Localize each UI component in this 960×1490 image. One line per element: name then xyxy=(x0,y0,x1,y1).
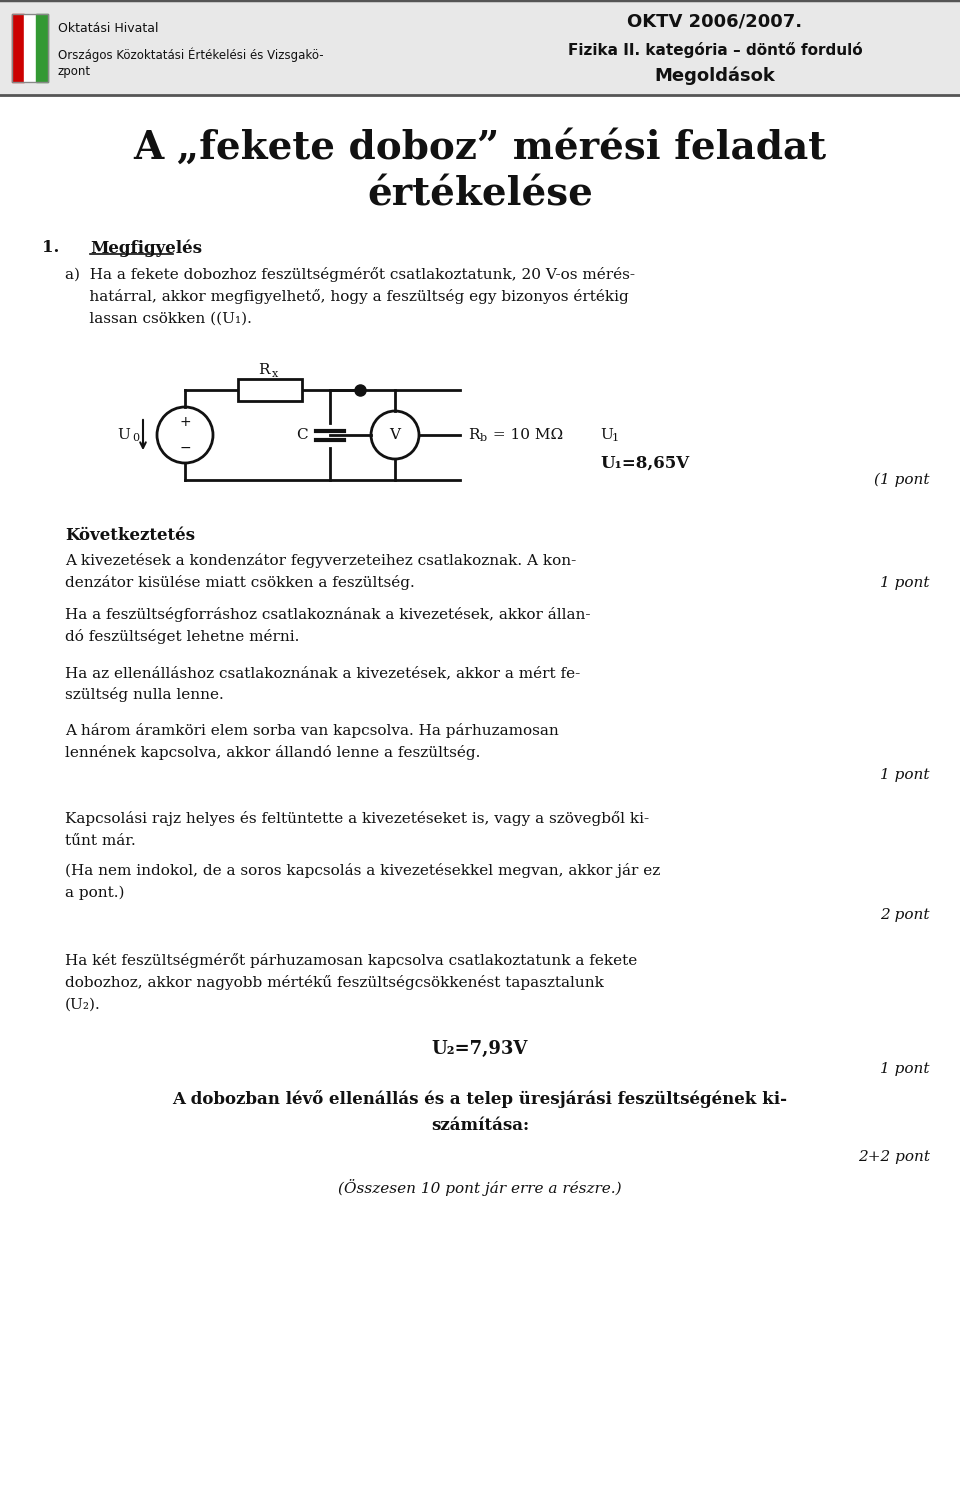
Text: R: R xyxy=(258,364,270,377)
Text: zpont: zpont xyxy=(58,66,91,79)
Text: dó feszültséget lehetne mérni.: dó feszültséget lehetne mérni. xyxy=(65,629,300,645)
Text: (1 pont: (1 pont xyxy=(875,472,930,487)
Text: Következtetés: Következtetés xyxy=(65,526,195,544)
Text: (Összesen 10 pont jár erre a részre.): (Összesen 10 pont jár erre a részre.) xyxy=(338,1179,622,1195)
Text: Országos Közoktatási Értékelési és Vizsgakö-: Országos Közoktatási Értékelési és Vizsg… xyxy=(58,48,324,63)
Text: 1: 1 xyxy=(612,434,619,443)
Text: a pont.): a pont.) xyxy=(65,885,125,900)
Text: R: R xyxy=(468,428,479,443)
Text: A dobozban lévő ellenállás és a telep üresjárási feszültségének ki-: A dobozban lévő ellenállás és a telep ür… xyxy=(173,1091,787,1109)
Text: U: U xyxy=(117,428,130,443)
Text: b: b xyxy=(480,434,487,443)
Text: 2+2 pont: 2+2 pont xyxy=(858,1150,930,1164)
Bar xyxy=(0,0,960,95)
Text: Ha a feszültségforráshoz csatlakoznának a kivezetések, akkor állan-: Ha a feszültségforráshoz csatlakoznának … xyxy=(65,608,590,623)
Text: U: U xyxy=(600,428,612,443)
Text: lennének kapcsolva, akkor állandó lenne a feszültség.: lennének kapcsolva, akkor állandó lenne … xyxy=(65,745,480,760)
Text: A három áramköri elem sorba van kapcsolva. Ha párhuzamosan: A három áramköri elem sorba van kapcsolv… xyxy=(65,724,559,739)
Text: (Ha nem indokol, de a soros kapcsolás a kivezetésekkel megvan, akkor jár ez: (Ha nem indokol, de a soros kapcsolás a … xyxy=(65,864,660,879)
Bar xyxy=(12,13,24,82)
Text: A „fekete doboz” mérési feladat: A „fekete doboz” mérési feladat xyxy=(133,130,827,167)
Text: értékelése: értékelése xyxy=(367,176,593,215)
Text: szültség nulla lenne.: szültség nulla lenne. xyxy=(65,687,224,702)
Text: denzátor kisülése miatt csökken a feszültség.: denzátor kisülése miatt csökken a feszül… xyxy=(65,575,415,590)
Text: Oktatási Hivatal: Oktatási Hivatal xyxy=(58,21,158,34)
Bar xyxy=(12,13,48,82)
Text: (U₂).: (U₂). xyxy=(65,998,101,1012)
Text: a)  Ha a fekete dobozhoz feszültségmérőt csatlakoztatunk, 20 V-os mérés-: a) Ha a fekete dobozhoz feszültségmérőt … xyxy=(65,268,635,283)
Text: Ha két feszültségmérőt párhuzamosan kapcsolva csatlakoztatunk a fekete: Ha két feszültségmérőt párhuzamosan kapc… xyxy=(65,954,637,968)
Text: U₁=8,65V: U₁=8,65V xyxy=(600,454,689,471)
Text: V: V xyxy=(390,428,400,443)
Text: lassan csökken ((U₁).: lassan csökken ((U₁). xyxy=(65,311,252,326)
Text: +: + xyxy=(180,416,191,429)
Text: számítása:: számítása: xyxy=(431,1116,529,1134)
Text: Kapcsolási rajz helyes és feltüntette a kivezetéseket is, vagy a szövegből ki-: Kapcsolási rajz helyes és feltüntette a … xyxy=(65,812,649,827)
Text: dobozhoz, akkor nagyobb mértékű feszültségcsökkenést tapasztalunk: dobozhoz, akkor nagyobb mértékű feszülts… xyxy=(65,976,604,991)
Bar xyxy=(24,13,36,82)
Text: határral, akkor megfigyelhető, hogy a feszültség egy bizonyos értékig: határral, akkor megfigyelhető, hogy a fe… xyxy=(65,289,629,304)
Text: Megfigyelés: Megfigyelés xyxy=(90,240,202,256)
Text: Ha az ellenálláshoz csatlakoznának a kivezetések, akkor a mért fe-: Ha az ellenálláshoz csatlakoznának a kiv… xyxy=(65,666,580,679)
Text: C: C xyxy=(297,428,308,443)
Text: tűnt már.: tűnt már. xyxy=(65,834,135,848)
Text: Megoldások: Megoldások xyxy=(655,67,776,85)
Text: x: x xyxy=(272,370,278,378)
Text: U₂=7,93V: U₂=7,93V xyxy=(432,1040,528,1058)
Text: = 10 MΩ: = 10 MΩ xyxy=(488,428,564,443)
Text: 1 pont: 1 pont xyxy=(880,767,930,782)
Text: OKTV 2006/2007.: OKTV 2006/2007. xyxy=(628,13,803,31)
Text: 1 pont: 1 pont xyxy=(880,577,930,590)
Text: 1.: 1. xyxy=(42,240,60,256)
Text: A kivezetések a kondenzátor fegyverzeteihez csatlakoznak. A kon-: A kivezetések a kondenzátor fegyverzetei… xyxy=(65,553,576,569)
Text: 0: 0 xyxy=(132,434,139,443)
Text: −: − xyxy=(180,441,191,454)
Bar xyxy=(238,378,302,401)
Bar xyxy=(36,13,48,82)
Text: 2 pont: 2 pont xyxy=(880,907,930,922)
Text: Fizika II. kategória – döntő forduló: Fizika II. kategória – döntő forduló xyxy=(567,42,862,58)
Text: 1 pont: 1 pont xyxy=(880,1062,930,1076)
